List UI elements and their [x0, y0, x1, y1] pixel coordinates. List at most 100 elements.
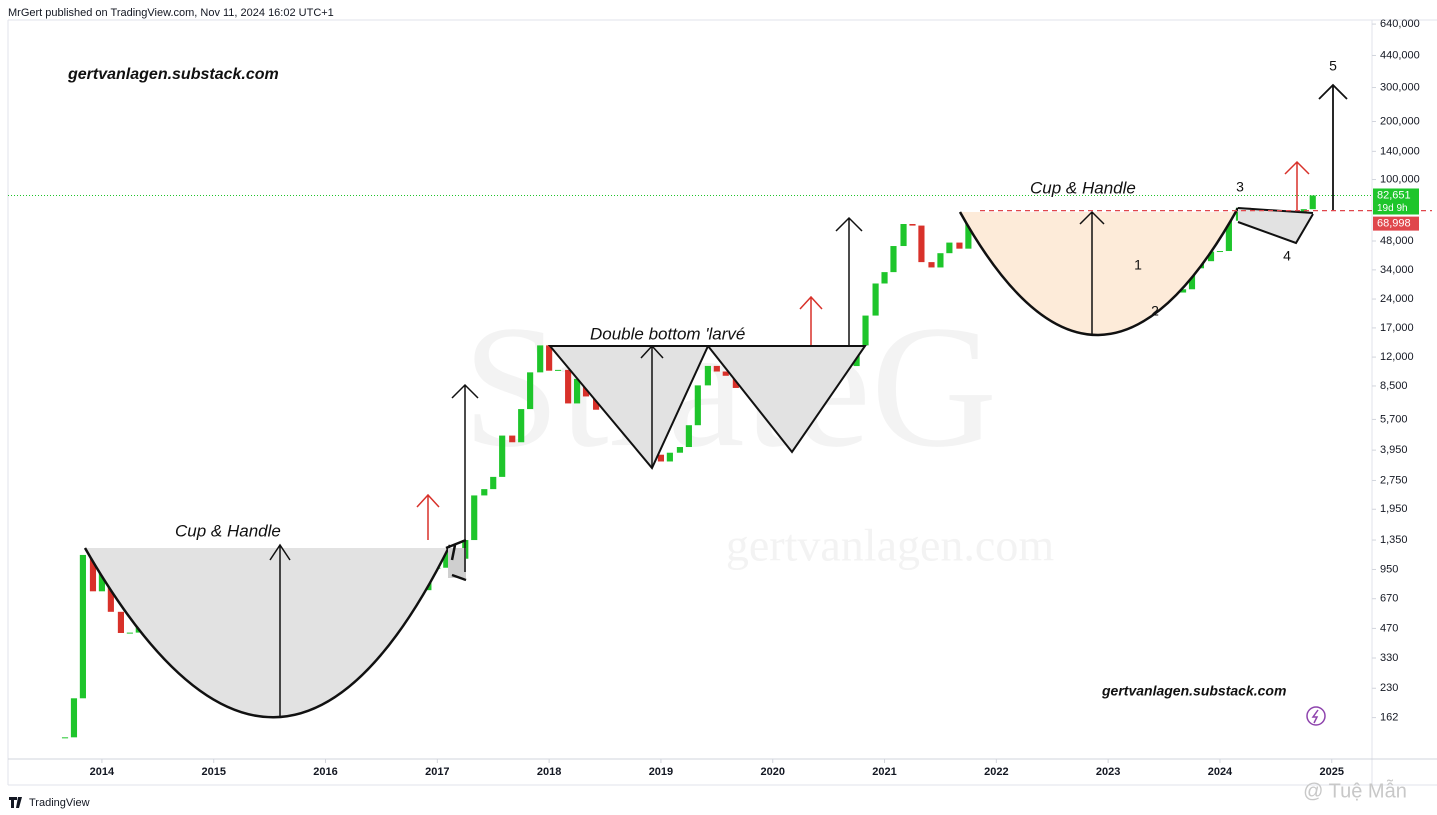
y-tick-label: 300,000 — [1380, 81, 1420, 93]
candle — [862, 315, 869, 346]
wave-label: 2 — [1151, 303, 1159, 319]
candle — [928, 262, 935, 268]
candle — [70, 698, 78, 738]
target-arrow — [269, 543, 291, 718]
logo-watermark: StrateG — [463, 289, 998, 483]
candle — [61, 737, 69, 739]
last-price-label: 82,651 — [1377, 189, 1411, 201]
wave-label: 5 — [1329, 58, 1337, 74]
candle — [509, 435, 516, 443]
x-tick-label: 2019 — [649, 766, 673, 778]
target-arrow — [640, 344, 664, 468]
x-tick-label: 2017 — [425, 766, 449, 778]
x-tick-label: 2020 — [760, 766, 784, 778]
candle — [956, 242, 963, 249]
candle — [554, 369, 562, 371]
y-tick-label: 670 — [1380, 593, 1398, 605]
x-tick-label: 2015 — [201, 766, 225, 778]
candle — [537, 345, 544, 373]
candle — [937, 253, 944, 268]
y-tick-label: 2,750 — [1380, 474, 1408, 486]
candle — [918, 225, 925, 263]
wave-label: 4 — [1283, 248, 1291, 264]
footer: TradingView — [29, 797, 90, 809]
tv-logo — [9, 797, 22, 808]
y-tick-label: 3,950 — [1380, 444, 1408, 456]
candle — [499, 435, 506, 477]
site-label: gertvanlagen.substack.com — [1101, 683, 1286, 699]
candle — [881, 272, 888, 284]
candle — [117, 611, 124, 633]
x-tick-label: 2023 — [1096, 766, 1120, 778]
watermark: @ Tuệ Mẫn — [1303, 779, 1407, 802]
candle — [98, 570, 105, 592]
candle — [527, 372, 534, 410]
level-box — [1373, 216, 1419, 231]
cup-curve — [958, 207, 1240, 337]
y-tick-label: 34,000 — [1380, 264, 1414, 276]
x-tick-label: 2022 — [984, 766, 1008, 778]
flag-fill — [1238, 208, 1313, 243]
breakout-arrow — [416, 493, 440, 540]
candle — [443, 550, 450, 568]
candle — [713, 365, 720, 372]
alert-icon[interactable] — [1306, 706, 1326, 726]
breakout-arrow — [799, 295, 823, 345]
candle — [565, 369, 572, 404]
y-tick-label: 200,000 — [1380, 115, 1420, 127]
candle — [722, 371, 729, 376]
cup-curve — [83, 544, 452, 719]
last-price-box — [1373, 188, 1419, 215]
candle — [946, 242, 953, 254]
candle — [1216, 251, 1224, 253]
cup-fill-top — [85, 545, 450, 718]
site-label: gertvanlagen.substack.com — [67, 66, 279, 83]
candle — [666, 452, 673, 462]
site-watermark: gertvanlagen.com — [726, 520, 1054, 571]
y-tick-label: 230 — [1380, 682, 1398, 694]
candle — [965, 220, 972, 249]
handle-box — [448, 548, 466, 578]
x-tick-label: 2014 — [90, 766, 115, 778]
x-tick-label: 2018 — [537, 766, 561, 778]
target-arrow — [451, 383, 479, 572]
pattern-label: Cup & Handle — [175, 521, 281, 540]
y-tick-label: 100,000 — [1380, 173, 1420, 185]
candle — [909, 224, 916, 226]
breakout-arrow — [1284, 160, 1310, 210]
candle — [89, 554, 97, 592]
candle — [1207, 251, 1215, 262]
countdown: 19d 9h — [1377, 203, 1408, 214]
candle — [574, 378, 581, 404]
x-tick-label: 2025 — [1320, 766, 1344, 778]
cup-fill — [960, 208, 1238, 336]
y-tick-label: 24,000 — [1380, 293, 1414, 305]
target-arrow — [835, 216, 863, 345]
flag — [1237, 207, 1314, 245]
candle — [900, 224, 907, 247]
x-tick-label: 2021 — [872, 766, 896, 778]
y-tick-label: 17,000 — [1380, 322, 1414, 334]
wave-label: 1 — [1134, 257, 1142, 273]
handle-line — [445, 538, 467, 550]
alert-icon-bolt — [1311, 709, 1319, 724]
candle — [79, 554, 86, 699]
candle — [704, 365, 711, 386]
y-tick-label: 330 — [1380, 652, 1398, 664]
y-tick-label: 470 — [1380, 622, 1398, 634]
pattern-label: Cup & Handle — [1030, 178, 1136, 197]
level-label: 68,998 — [1377, 218, 1411, 230]
candle — [1179, 289, 1187, 293]
y-tick-label: 48,000 — [1380, 235, 1414, 247]
y-tick-label: 12,000 — [1380, 351, 1414, 363]
handle-line — [451, 573, 467, 582]
target-arrow — [1079, 210, 1105, 336]
pattern-label: Double bottom 'larvé — [590, 324, 745, 343]
candle — [676, 447, 684, 453]
handle-line — [450, 544, 457, 561]
candle — [657, 454, 665, 462]
candle — [546, 345, 553, 371]
candle — [694, 385, 701, 426]
